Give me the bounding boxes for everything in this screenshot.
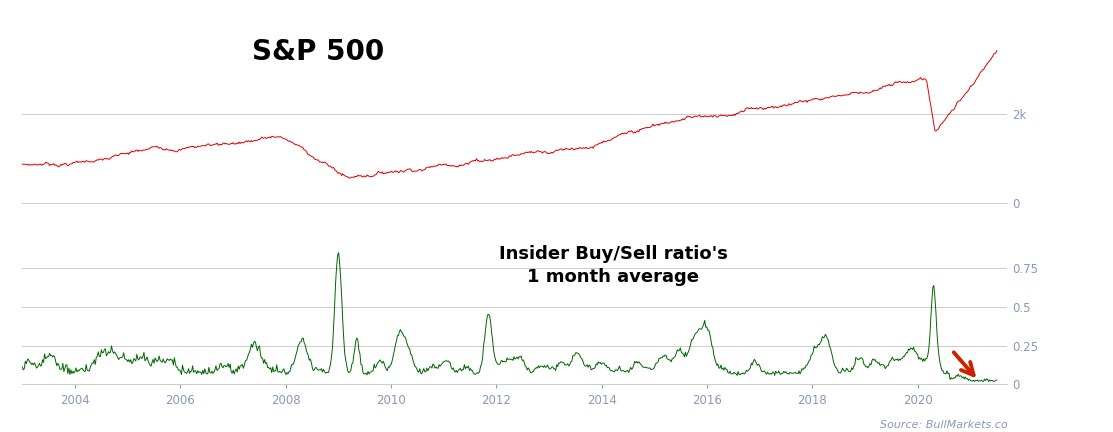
Text: Insider Buy/Sell ratio's
1 month average: Insider Buy/Sell ratio's 1 month average [499,245,728,286]
Text: Source: BullMarkets.co: Source: BullMarkets.co [879,420,1007,430]
Text: S&P 500: S&P 500 [252,38,384,67]
